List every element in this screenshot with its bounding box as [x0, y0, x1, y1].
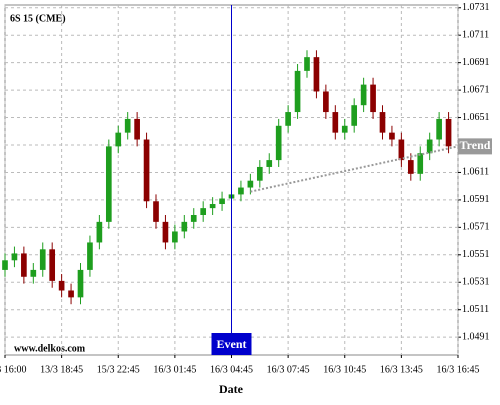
candle-body: [426, 139, 433, 154]
y-tick-label: 1.0551: [462, 249, 490, 260]
trend-label: Trend: [460, 138, 491, 152]
y-tick-label: 1.0591: [462, 194, 490, 205]
chart-title: 6S 15 (CME): [10, 13, 66, 24]
candle-body: [153, 201, 159, 222]
trend-label-box: [458, 138, 492, 155]
y-tick-label: 1.0491: [462, 331, 490, 342]
candle-body: [143, 139, 150, 202]
candle-body: [77, 269, 84, 298]
candle-body: [219, 198, 225, 205]
candle-body: [162, 221, 169, 243]
candle-body: [389, 132, 395, 140]
candle-body: [21, 253, 27, 277]
candle-body: [398, 139, 405, 161]
candle-body: [238, 187, 244, 195]
x-tick-label: 16/3 13:45: [380, 364, 423, 375]
y-tick-label: 1.0531: [462, 277, 490, 288]
candle-body: [285, 112, 291, 126]
x-tick-label: 15/3 22:45: [97, 364, 140, 375]
candle-body: [172, 231, 178, 243]
candle-body: [134, 118, 140, 140]
candle-body: [49, 249, 56, 281]
y-tick-label: 1.0671: [462, 84, 490, 95]
candle-body: [313, 57, 320, 92]
candle-body: [181, 221, 188, 232]
candle-body: [294, 70, 301, 113]
event-label-box: [211, 333, 252, 355]
y-tick-label: 1.0511: [462, 304, 489, 315]
trend-line: [250, 145, 459, 193]
event-label: Event: [217, 337, 247, 351]
candle-body: [200, 208, 207, 215]
candle-body: [58, 280, 65, 291]
candle-body: [68, 290, 74, 298]
candle-body: [379, 112, 386, 133]
candle-body: [266, 160, 273, 167]
candle-body: [30, 269, 37, 277]
candle-body: [190, 215, 197, 222]
candle-body: [256, 166, 263, 181]
candle-body: [2, 260, 8, 270]
candle-body: [115, 132, 122, 147]
x-tick-label: 16/3 04:45: [210, 364, 253, 375]
candle-body: [445, 118, 452, 147]
watermark: www.delkos.com: [14, 343, 86, 354]
candle-body: [105, 146, 112, 222]
x-tick-label: 16/3 16:45: [436, 364, 479, 375]
candle-body: [87, 242, 93, 270]
candle-body: [417, 153, 424, 174]
candle-body: [275, 125, 282, 161]
y-tick-label: 1.0691: [462, 57, 490, 68]
x-tick-label: 16/3 01:45: [153, 364, 196, 375]
y-tick-label: 1.0611: [462, 167, 489, 178]
candle-body: [124, 118, 131, 133]
y-tick-label: 1.0571: [462, 222, 490, 233]
candle-body: [39, 249, 46, 270]
candle-body: [304, 57, 310, 71]
y-tick-label: 1.0731: [462, 2, 490, 13]
candle-body: [341, 125, 348, 133]
candle-body: [360, 84, 367, 106]
candle-body: [332, 112, 339, 133]
candle-body: [323, 91, 329, 113]
x-tick-label: 13/3 16:00: [0, 364, 27, 375]
x-axis-label: Date: [219, 382, 244, 396]
candle-body: [247, 180, 254, 188]
candle-body: [370, 84, 376, 113]
x-tick-label: 16/3 10:45: [323, 364, 366, 375]
x-tick-label: 16/3 07:45: [267, 364, 310, 375]
candle-body: [11, 253, 18, 261]
candle-body: [209, 204, 216, 209]
candle-body: [96, 221, 103, 243]
x-tick-label: 13/3 18:45: [40, 364, 83, 375]
candle-body: [407, 160, 414, 174]
y-tick-label: 1.0711: [462, 29, 489, 40]
candle-body: [351, 105, 358, 126]
y-tick-label: 1.0651: [462, 112, 490, 123]
candle-body: [436, 118, 442, 140]
